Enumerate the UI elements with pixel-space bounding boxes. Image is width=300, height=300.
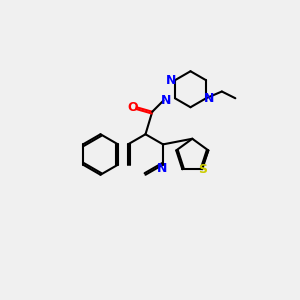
Text: S: S	[198, 163, 207, 176]
Text: O: O	[128, 101, 138, 114]
Text: N: N	[204, 92, 215, 105]
Text: N: N	[166, 74, 177, 87]
Text: N: N	[160, 94, 171, 107]
Text: N: N	[157, 161, 167, 175]
